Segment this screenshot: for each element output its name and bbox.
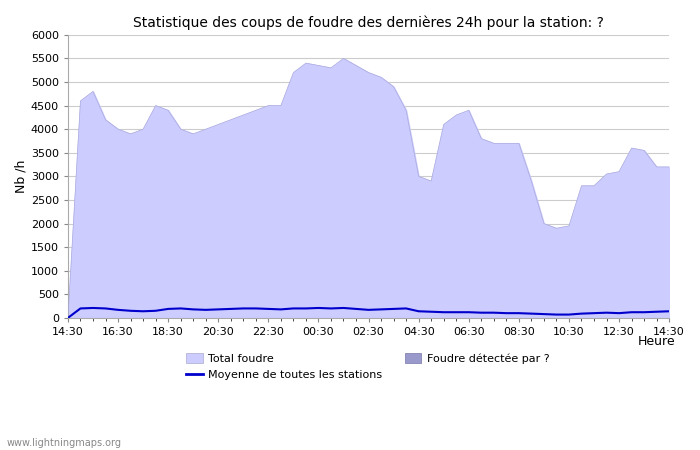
Text: Heure: Heure xyxy=(638,335,675,348)
Title: Statistique des coups de foudre des dernières 24h pour la station: ?: Statistique des coups de foudre des dern… xyxy=(133,15,604,30)
Y-axis label: Nb /h: Nb /h xyxy=(15,160,28,193)
Legend: Total foudre, Moyenne de toutes les stations, Foudre détectée par ?: Total foudre, Moyenne de toutes les stat… xyxy=(182,349,554,384)
Text: www.lightningmaps.org: www.lightningmaps.org xyxy=(7,438,122,448)
